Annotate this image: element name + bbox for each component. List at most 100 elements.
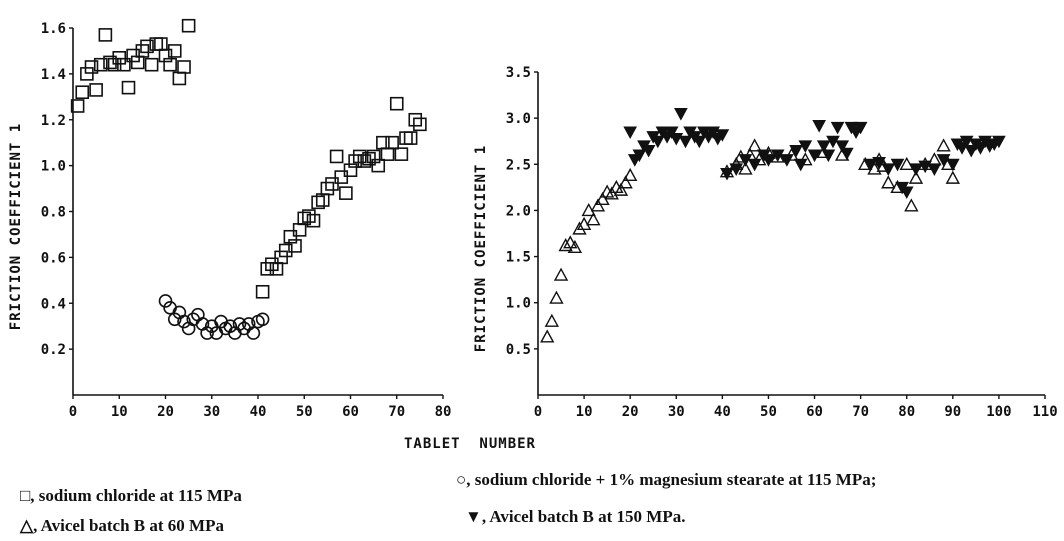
x-tick-label: 70 [852,404,869,420]
right-scatter-plot: 0 10 20 30 40 50 60 70 80 90 100 110 0.5 1.0 1.5 2.0 2.5… [473,65,1058,420]
data-point-triangle [540,329,555,343]
data-point-square [144,57,159,72]
data-point-filled-triangle [780,154,794,167]
data-point-filled-triangle [909,163,923,176]
data-point-triangle [908,170,924,184]
legend-text: □, sodium chloride at 115 MPa [20,486,242,505]
y-tick-label: 0.2 [41,342,66,358]
data-point-square [135,44,150,58]
data-point-filled-triangle [623,126,638,140]
data-point-circle [255,312,270,327]
data-point-square [403,131,418,145]
data-point-square [288,239,302,253]
data-point-square [399,131,413,145]
data-point-square [121,80,136,95]
legend-text: ▼, Avicel batch B at 150 MPa. [465,507,686,526]
x-tick-label: 80 [435,404,452,420]
right-y-axis-label: FRICTION COEFFICIENT 1 [473,145,489,352]
data-point-triangle [618,175,633,189]
x-tick-label: 20 [622,404,639,420]
data-point-filled-triangle [839,147,854,161]
data-point-square [334,170,349,184]
data-point-square [112,51,127,65]
data-point-filled-triangle [826,135,840,149]
x-tick-label: 40 [250,404,267,420]
data-point-circle [158,294,173,308]
data-point-square [362,151,376,166]
data-point-triangle [738,161,753,175]
data-point-filled-triangle [678,135,693,149]
data-point-circle [200,326,214,340]
data-point-square [93,57,108,72]
data-point-filled-triangle [890,158,905,172]
data-point-triangle [590,198,606,212]
x-tick-label: 60 [342,404,359,420]
y-tick-label: 3.5 [506,65,531,81]
legend-avicel-150: ▼, Avicel batch B at 150 MPa. [465,507,686,527]
left-y-axis-label: FRICTION COEFFICIENT 1 [8,123,24,330]
data-point-square [75,85,90,100]
data-point-square [260,262,275,276]
data-point-filled-triangle [973,142,988,155]
data-point-square [348,154,362,168]
data-point-square [339,186,353,200]
data-point-filled-triangle [807,149,822,163]
data-point-filled-triangle [738,154,753,167]
data-point-square [376,135,390,150]
data-point-square [103,55,117,70]
data-point-filled-triangle [927,163,942,176]
x-tick-label: 10 [111,404,128,420]
x-tick-label: 0 [69,404,77,420]
x-tick-label: 0 [534,404,542,420]
data-point-square [352,149,367,164]
data-point-circle [246,326,261,340]
x-tick-label: 100 [986,404,1011,420]
data-point-square [320,181,335,196]
x-tick-label: 110 [1032,404,1057,420]
data-point-filled-triangle [899,186,914,200]
data-point-square [84,60,99,74]
data-point-square [80,67,94,81]
y-tick-label: 3.0 [506,111,531,127]
y-tick-label: 0.4 [41,296,66,312]
y-tick-label: 0.5 [506,342,531,358]
data-point-square [117,57,131,72]
data-point-square [389,96,404,111]
data-point-square [408,112,423,127]
data-point-filled-triangle [650,135,665,149]
data-point-square [140,39,154,54]
data-point-square [130,55,145,70]
data-point-square [371,158,386,173]
data-point-triangle [604,186,619,200]
x-tick-label: 20 [157,404,174,420]
x-tick-label: 60 [806,404,823,420]
data-point-triangle [867,161,882,175]
shared-x-axis-label: TABLET NUMBER [404,436,536,452]
data-point-circle [167,312,182,327]
data-point-square [343,163,358,178]
data-point-triangle [544,313,560,327]
data-point-square [274,250,288,265]
data-point-filled-triangle [881,163,896,176]
x-tick-label: 10 [576,404,593,420]
data-point-square [158,48,173,63]
data-point-filled-triangle [863,158,877,172]
data-point-square [394,147,409,161]
data-point-square [70,99,85,113]
data-point-triangle [586,212,601,226]
data-point-filled-triangle [798,140,813,153]
data-point-square [329,149,344,164]
data-point-filled-triangle [816,140,831,153]
data-point-triangle [549,290,564,304]
data-point-square [89,83,103,97]
y-tick-label: 1.0 [41,159,66,175]
data-point-filled-triangle [692,135,707,149]
data-point-filled-triangle [641,144,656,158]
data-point-square [269,262,284,276]
data-point-square [107,57,122,72]
data-point-square [366,149,381,164]
y-tick-label: 0.8 [41,205,66,221]
y-tick-label: 1.4 [41,67,66,83]
data-point-square [181,18,196,33]
